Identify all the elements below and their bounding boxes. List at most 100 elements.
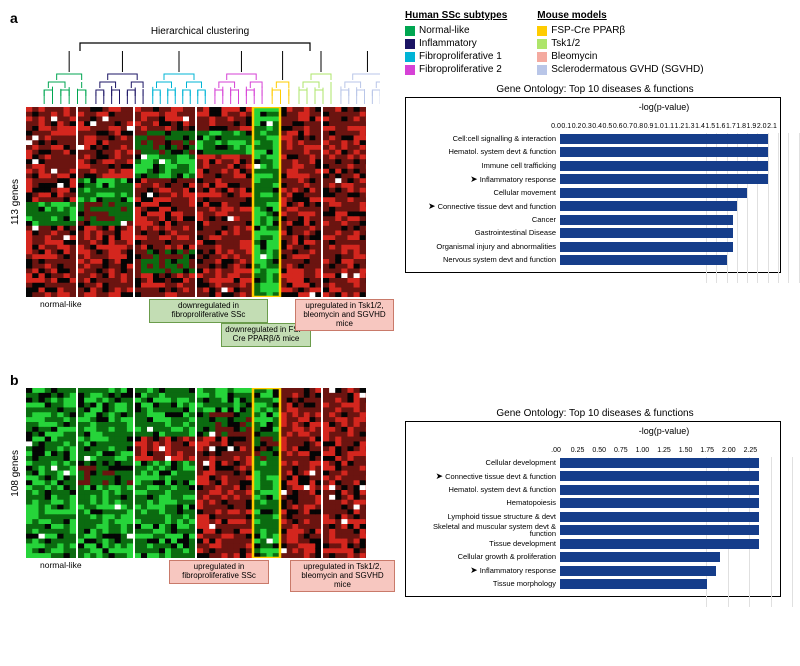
bar	[560, 215, 733, 225]
bar-label: Cellular development	[406, 459, 560, 467]
tick: 1.9	[747, 123, 757, 130]
bar	[560, 552, 720, 562]
tick: 0.6	[613, 123, 623, 130]
tick: 0.4	[592, 123, 602, 130]
tick: 1.50	[679, 447, 693, 454]
bar-label: ➤Inflammatory response	[406, 175, 560, 184]
tick: 1.5	[705, 123, 715, 130]
legend-item: Fibroproliferative 1	[405, 50, 507, 63]
legend-label: Sclerodermatous GVHD (SGVHD)	[551, 63, 703, 76]
gridline	[778, 133, 779, 283]
bar-label: Hematopoiesis	[406, 499, 560, 507]
bar-label: Cancer	[406, 216, 560, 224]
legend-label: FSP-Cre PPARβ	[551, 24, 625, 37]
bar-label: Cell:cell signalling & interaction	[406, 135, 560, 143]
panel-b-right: Gene Ontology: Top 10 diseases & functio…	[390, 372, 785, 597]
bar-label: Cellular growth & proliferation	[406, 553, 560, 561]
bar-row: Cellular development	[406, 457, 776, 469]
tick: 0.8	[633, 123, 643, 130]
tick: 0.1	[561, 123, 571, 130]
bar-row: Gastrointestinal Disease	[406, 227, 776, 239]
heatmap-a	[26, 107, 366, 297]
swatch-icon	[405, 26, 415, 36]
chart-b-xaxis: .000.250.500.751.001.251.501.752.002.25	[556, 436, 772, 455]
legend-item: Normal-like	[405, 24, 507, 37]
panel-b: b 108 genes normal-like upregulated in f…	[10, 372, 790, 600]
heatmap-b-wrap: 108 genes	[10, 388, 390, 558]
tick: 1.7	[726, 123, 736, 130]
tick: 0.25	[571, 447, 585, 454]
bar-row: ➤Connective tissue devt & function	[406, 470, 776, 482]
swatch-icon	[405, 52, 415, 62]
tick: 0.0	[551, 123, 561, 130]
annot-b-normal: normal-like	[40, 560, 82, 570]
arrow-icon: ➤	[436, 471, 444, 481]
annot-a: normal-like downregulated in fibroprolif…	[40, 297, 380, 352]
bar	[560, 242, 733, 252]
bar	[560, 134, 768, 144]
bar	[560, 498, 759, 508]
legend-item: Fibroproliferative 2	[405, 63, 507, 76]
heatmap-a-wrap: 113 genes	[10, 107, 390, 297]
arrow-icon: ➤	[428, 201, 436, 211]
legend-label: Inflammatory	[419, 37, 477, 50]
tick: .00	[551, 447, 561, 454]
bar	[560, 471, 759, 481]
bar-label: ➤Connective tissue devt & function	[406, 472, 560, 481]
bar-row: Lymphoid tissue structure & devt	[406, 511, 776, 523]
swatch-icon	[405, 65, 415, 75]
chart-b-title: Gene Ontology: Top 10 diseases & functio…	[405, 408, 785, 419]
panel-a-ylabel: 113 genes	[10, 179, 24, 225]
legend-item: Sclerodermatous GVHD (SGVHD)	[537, 63, 703, 76]
bar-row: Immune cell trafficking	[406, 160, 776, 172]
bar-row: Tissue development	[406, 538, 776, 550]
legend: Human SSc subtypes Normal-likeInflammato…	[405, 10, 785, 76]
panel-a: a Hierarchical clustering 113 genes norm…	[10, 10, 790, 352]
heatmap-b	[26, 388, 366, 558]
bar	[560, 188, 747, 198]
swatch-icon	[537, 26, 547, 36]
tick: 0.7	[623, 123, 633, 130]
bar-label: Lymphoid tissue structure & devt	[406, 513, 560, 521]
bar-row: Hematol. system devt & function	[406, 146, 776, 158]
bar-label: Cellular movement	[406, 189, 560, 197]
bar-label: Tissue development	[406, 540, 560, 548]
bar-row: Cancer	[406, 214, 776, 226]
tick: 1.25	[657, 447, 671, 454]
tick: 0.75	[614, 447, 628, 454]
legend-item: Bleomycin	[537, 50, 703, 63]
bar-label: Hematol. system devt & function	[406, 486, 560, 494]
panel-a-left: a Hierarchical clustering 113 genes norm…	[10, 10, 390, 352]
tick: 1.8	[736, 123, 746, 130]
bar-row: Cell:cell signalling & interaction	[406, 133, 776, 145]
annot-a-box1: downregulated in fibroproliferative SSc	[149, 299, 268, 323]
annot-b-box1: upregulated in fibroproliferative SSc	[169, 560, 269, 584]
tick: 1.4	[695, 123, 705, 130]
tick: 1.2	[675, 123, 685, 130]
annot-b: normal-like upregulated in fibroprolifer…	[40, 558, 380, 600]
bar-label: Immune cell trafficking	[406, 162, 560, 170]
tick: 1.0	[654, 123, 664, 130]
bar	[560, 566, 716, 576]
bar	[560, 201, 737, 211]
legend-item: Tsk1/2	[537, 37, 703, 50]
legend-label: Bleomycin	[551, 50, 597, 63]
panel-b-label: b	[10, 372, 390, 388]
legend-mouse: Mouse models FSP-Cre PPARβTsk1/2Bleomyci…	[537, 10, 703, 76]
bar	[560, 147, 768, 157]
bar-label: Hematol. system devt & function	[406, 148, 560, 156]
bar-row: ➤Connective tissue devt and function	[406, 200, 776, 212]
bar	[560, 579, 707, 589]
panel-a-label: a	[10, 10, 390, 26]
legend-human-title: Human SSc subtypes	[405, 10, 507, 21]
bar-label: Skeletal and muscular system devt & func…	[406, 523, 560, 538]
tick: 1.3	[685, 123, 695, 130]
bar-label: Tissue morphology	[406, 580, 560, 588]
tick: 0.9	[644, 123, 654, 130]
chart-a: -log(p-value) 0.00.10.20.30.40.50.60.70.…	[405, 97, 781, 273]
bar	[560, 161, 768, 171]
tick: 0.5	[603, 123, 613, 130]
bar-label: Gastrointestinal Disease	[406, 229, 560, 237]
bar-row: ➤Inflammatory response	[406, 173, 776, 185]
chart-a-bars: Cell:cell signalling & interaction Hemato…	[406, 133, 776, 267]
